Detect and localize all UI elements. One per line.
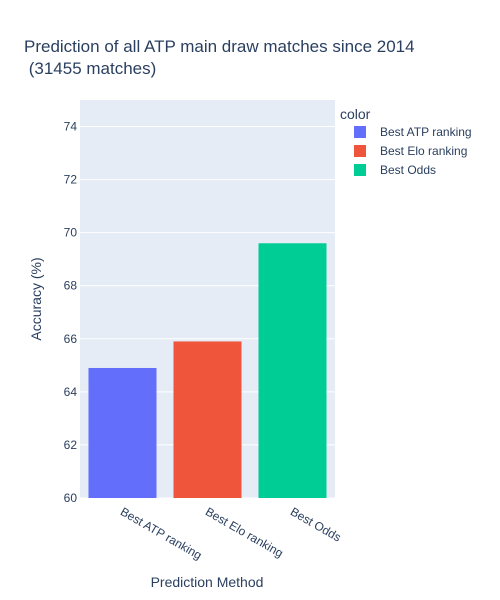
y-tick-label: 68 bbox=[64, 279, 78, 293]
x-tick-label: Best ATP ranking bbox=[118, 504, 204, 562]
legend-item-label[interactable]: Best ATP ranking bbox=[380, 125, 472, 139]
bar bbox=[258, 243, 327, 498]
x-tick-label: Best Elo ranking bbox=[203, 504, 286, 560]
legend-item-label[interactable]: Best Odds bbox=[380, 163, 436, 177]
legend-title: color bbox=[340, 106, 371, 122]
legend-swatch[interactable] bbox=[354, 145, 366, 157]
x-tick-label: Best Odds bbox=[288, 504, 344, 544]
bar bbox=[88, 367, 157, 498]
legend-swatch[interactable] bbox=[354, 126, 366, 138]
y-tick-label: 62 bbox=[64, 438, 78, 452]
legend: color Best ATP ranking Best Elo ranking Be… bbox=[340, 106, 472, 177]
legend-item-label[interactable]: Best Elo ranking bbox=[380, 144, 467, 158]
y-tick-label: 70 bbox=[64, 226, 78, 240]
x-axis-title: Prediction Method bbox=[151, 574, 264, 590]
y-tick-label: 74 bbox=[64, 120, 78, 134]
y-tick-label: 66 bbox=[64, 332, 78, 346]
chart-title-line-1: Prediction of all ATP main draw matches … bbox=[24, 37, 415, 56]
legend-swatch[interactable] bbox=[354, 164, 366, 176]
y-axis-ticks: 60 62 64 66 68 70 72 74 bbox=[64, 120, 78, 505]
bar bbox=[173, 341, 242, 498]
y-axis-title: Accuracy (%) bbox=[28, 257, 44, 340]
y-tick-label: 60 bbox=[64, 491, 78, 505]
y-tick-label: 72 bbox=[64, 173, 78, 187]
bars bbox=[88, 243, 327, 498]
y-tick-label: 64 bbox=[64, 385, 78, 399]
chart-title-line-2: (31455 matches) bbox=[24, 59, 156, 78]
